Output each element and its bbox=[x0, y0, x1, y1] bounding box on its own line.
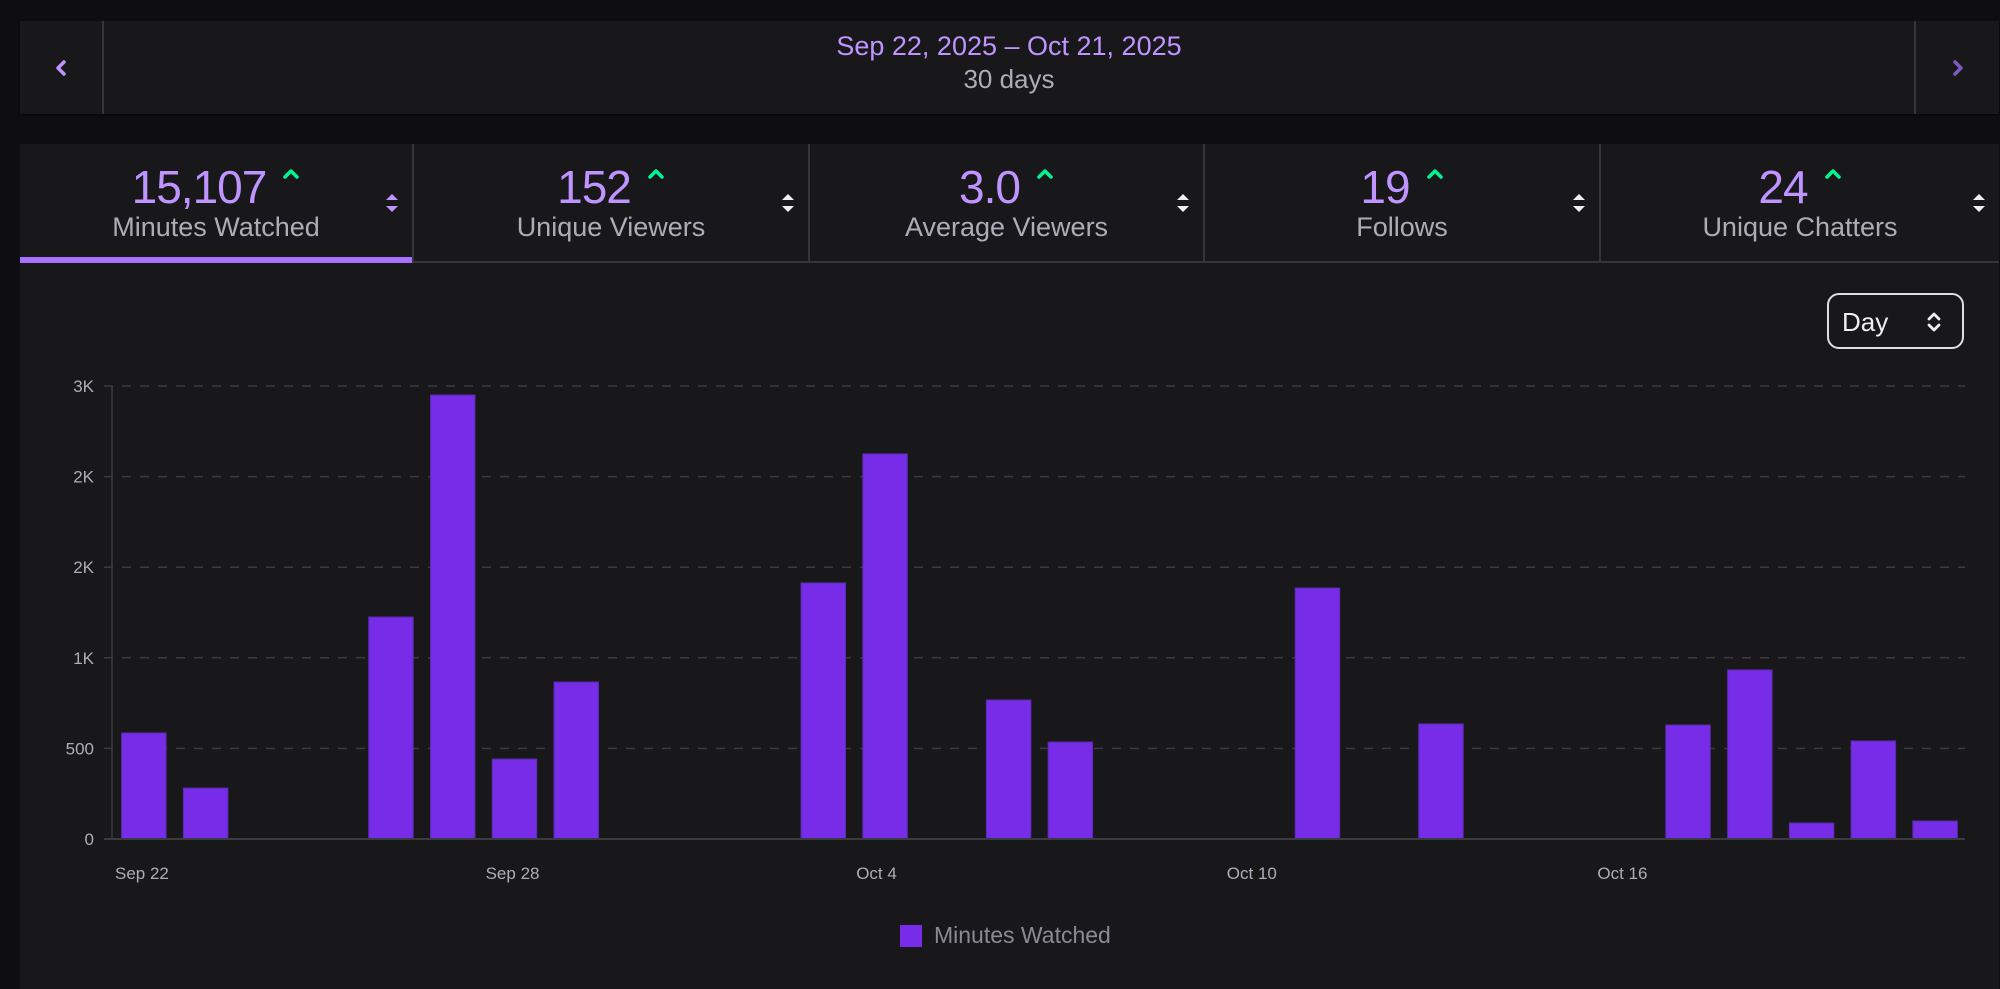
date-range-label: Sep 22, 2025 – Oct 21, 2025 bbox=[836, 31, 1182, 61]
previous-period-button[interactable] bbox=[20, 21, 104, 114]
tab-value: 3.0 bbox=[959, 161, 1021, 213]
y-tick-label: 2K bbox=[73, 558, 94, 577]
bar-oct-11 bbox=[1294, 587, 1341, 840]
bar-oct-17 bbox=[1665, 724, 1711, 840]
chart-legend: Minutes Watched bbox=[900, 922, 1111, 949]
minutes-watched-chart: 0 500 1K 2K 2K 3K Sep 22 Sep 28 Oct 4 Oct 10 Oct 1… bbox=[66, 377, 1965, 883]
y-tick-label: 0 bbox=[85, 830, 94, 849]
trend-up-icon bbox=[282, 166, 300, 184]
tab-value: 19 bbox=[1360, 161, 1410, 213]
legend-swatch bbox=[900, 924, 922, 947]
tab-value: 15,107 bbox=[131, 161, 268, 213]
bar-oct-13 bbox=[1418, 723, 1464, 840]
tab-value: 152 bbox=[557, 161, 632, 213]
tab-label: Unique Viewers bbox=[516, 212, 706, 242]
bar-oct-21 bbox=[1912, 820, 1958, 840]
tab-label: Follows bbox=[1356, 212, 1448, 242]
trend-up-icon bbox=[1426, 166, 1444, 184]
bar-sep-27 bbox=[429, 394, 476, 840]
bar-sep-22 bbox=[121, 732, 167, 840]
tab-label: Minutes Watched bbox=[112, 212, 320, 242]
bar-oct-3 bbox=[800, 582, 847, 840]
bar-oct-4 bbox=[862, 453, 908, 840]
tab-label: Unique Chatters bbox=[1702, 212, 1898, 242]
tab-average-viewers[interactable]: 3.0 Average Viewers bbox=[810, 144, 1205, 261]
bar-sep-28 bbox=[491, 758, 538, 840]
period-select-value: Day bbox=[1842, 307, 1889, 337]
sort-icon[interactable] bbox=[780, 190, 796, 216]
y-tick-label: 3K bbox=[73, 377, 94, 396]
legend-label: Minutes Watched bbox=[934, 922, 1111, 948]
sort-icon[interactable] bbox=[384, 190, 400, 216]
metric-tabs: 15,107 Minutes Watched 152 Unique Viewer… bbox=[20, 144, 1999, 263]
trend-up-icon bbox=[1824, 166, 1842, 184]
tab-minutes-watched[interactable]: 15,107 Minutes Watched bbox=[20, 144, 414, 263]
bar-oct-20 bbox=[1850, 740, 1897, 840]
chevron-right-icon bbox=[1952, 59, 1963, 76]
stats-panel: 15,107 Minutes Watched 152 Unique Viewer… bbox=[20, 144, 1999, 989]
sort-icon[interactable] bbox=[1971, 190, 1987, 216]
bar-oct-6 bbox=[985, 699, 1032, 840]
sort-icon[interactable] bbox=[1571, 190, 1587, 216]
bar-oct-18 bbox=[1727, 669, 1773, 840]
sort-icon[interactable] bbox=[1175, 190, 1191, 216]
y-tick-label: 500 bbox=[66, 739, 94, 758]
y-tick-label: 2K bbox=[73, 468, 94, 487]
tab-follows[interactable]: 19 Follows bbox=[1205, 144, 1601, 261]
tab-label: Average Viewers bbox=[904, 212, 1109, 242]
period-select[interactable]: Day bbox=[1827, 293, 1964, 349]
x-tick-label: Sep 28 bbox=[486, 864, 540, 883]
tab-unique-viewers[interactable]: 152 Unique Viewers bbox=[414, 144, 810, 261]
chevron-up-down-icon bbox=[1927, 312, 1941, 332]
trend-up-icon bbox=[647, 166, 665, 184]
tab-unique-chatters[interactable]: 24 Unique Chatters bbox=[1601, 144, 1999, 261]
active-tab-indicator bbox=[20, 257, 412, 263]
bar-sep-29 bbox=[553, 681, 599, 840]
bar-oct-19 bbox=[1788, 822, 1835, 840]
next-period-button[interactable] bbox=[1914, 21, 1999, 114]
bar-sep-26 bbox=[368, 616, 414, 840]
date-days-label: 30 days bbox=[963, 64, 1055, 94]
x-tick-label: Sep 22 bbox=[115, 864, 169, 883]
x-tick-label: Oct 16 bbox=[1597, 864, 1647, 883]
chevron-left-icon bbox=[56, 59, 66, 76]
tab-value: 24 bbox=[1758, 161, 1808, 213]
date-range-display[interactable]: Sep 22, 2025 – Oct 21, 2025 30 days bbox=[104, 21, 1914, 114]
y-tick-label: 1K bbox=[73, 649, 94, 668]
bar-sep-23 bbox=[182, 787, 229, 840]
date-range-bar: Sep 22, 2025 – Oct 21, 2025 30 days bbox=[20, 21, 1999, 114]
x-tick-label: Oct 4 bbox=[856, 864, 897, 883]
trend-up-icon bbox=[1036, 166, 1054, 184]
x-tick-label: Oct 10 bbox=[1227, 864, 1277, 883]
bar-oct-7 bbox=[1047, 741, 1094, 840]
